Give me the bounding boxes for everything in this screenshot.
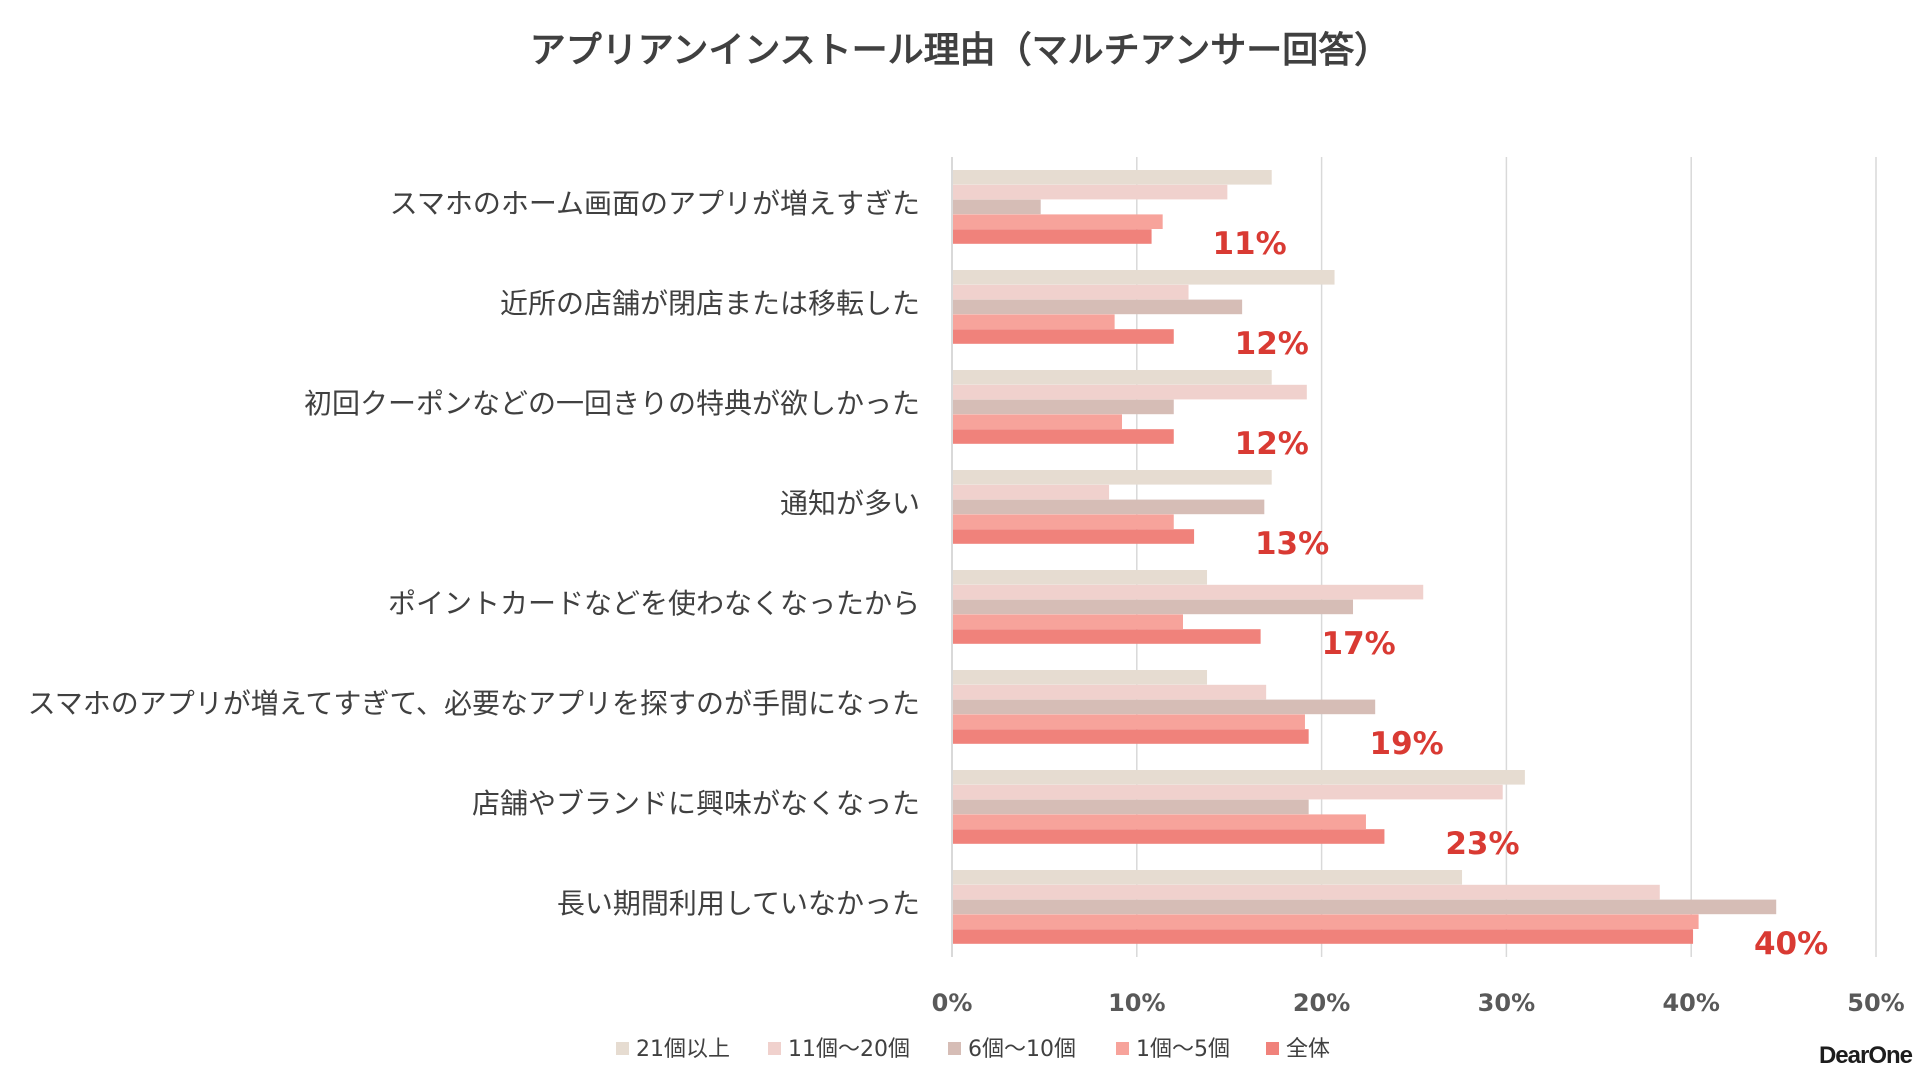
bar-4-5 bbox=[952, 614, 1183, 629]
logo: DearOne bbox=[1819, 1042, 1912, 1070]
data-label: 13% bbox=[1255, 526, 1329, 562]
legend-swatch bbox=[768, 1042, 781, 1055]
legend-swatch bbox=[948, 1042, 961, 1055]
bar-5-3 bbox=[952, 429, 1174, 444]
bar-1-6 bbox=[952, 670, 1207, 685]
bar-1-3 bbox=[952, 370, 1272, 385]
bar-5-1 bbox=[952, 229, 1152, 244]
bar-5-4 bbox=[952, 529, 1194, 544]
x-tick-label: 10% bbox=[1108, 989, 1165, 1017]
bar-2-5 bbox=[952, 585, 1423, 600]
x-tick-label: 30% bbox=[1478, 989, 1535, 1017]
category-label: 通知が多い bbox=[780, 487, 920, 520]
x-tick-label: 20% bbox=[1293, 989, 1350, 1017]
bar-5-8 bbox=[952, 929, 1693, 944]
bar-3-6 bbox=[952, 700, 1375, 715]
bar-4-4 bbox=[952, 514, 1174, 529]
bar-1-2 bbox=[952, 270, 1335, 285]
bar-4-7 bbox=[952, 814, 1366, 829]
bar-1-5 bbox=[952, 570, 1207, 585]
data-label: 40% bbox=[1754, 926, 1828, 962]
bar-2-4 bbox=[952, 485, 1109, 500]
bar-1-8 bbox=[952, 870, 1462, 885]
bar-4-2 bbox=[952, 314, 1115, 329]
category-label: スマホのアプリが増えてすぎて、必要なアプリを探すのが手間になった bbox=[28, 687, 920, 720]
category-label: 初回クーポンなどの一回きりの特典が欲しかった bbox=[304, 387, 920, 420]
bar-3-5 bbox=[952, 600, 1353, 615]
x-tick-label: 0% bbox=[932, 989, 973, 1017]
bar-2-6 bbox=[952, 685, 1266, 700]
bar-1-4 bbox=[952, 470, 1272, 485]
bar-2-2 bbox=[952, 285, 1189, 300]
legend-label: 1個～5個 bbox=[1136, 1037, 1230, 1062]
data-label: 11% bbox=[1212, 226, 1286, 262]
bar-2-8 bbox=[952, 885, 1660, 900]
bar-3-2 bbox=[952, 300, 1242, 315]
bar-1-7 bbox=[952, 770, 1525, 785]
category-label: 店舗やブランドに興味がなくなった bbox=[472, 787, 920, 820]
legend-swatch bbox=[1266, 1042, 1279, 1055]
data-label: 17% bbox=[1322, 626, 1396, 662]
data-label: 12% bbox=[1235, 326, 1309, 362]
bar-3-3 bbox=[952, 400, 1174, 415]
category-label: ポイントカードなどを使わなくなったから bbox=[388, 587, 920, 620]
legend-label: 11個～20個 bbox=[788, 1037, 910, 1062]
bar-5-7 bbox=[952, 829, 1384, 844]
data-label: 12% bbox=[1235, 426, 1309, 462]
legend-label: 21個以上 bbox=[636, 1037, 730, 1062]
bar-3-8 bbox=[952, 900, 1776, 915]
bar-1-1 bbox=[952, 170, 1272, 185]
bar-4-1 bbox=[952, 214, 1163, 229]
bar-2-7 bbox=[952, 785, 1503, 800]
bar-3-7 bbox=[952, 800, 1309, 815]
bar-5-2 bbox=[952, 329, 1174, 344]
bar-3-1 bbox=[952, 200, 1041, 215]
x-tick-label: 40% bbox=[1662, 989, 1719, 1017]
bar-4-6 bbox=[952, 714, 1305, 729]
bar-4-8 bbox=[952, 914, 1699, 929]
bar-4-3 bbox=[952, 414, 1122, 429]
x-tick-label: 50% bbox=[1847, 989, 1904, 1017]
category-label: 長い期間利用していなかった bbox=[557, 887, 920, 920]
data-label: 23% bbox=[1445, 826, 1519, 862]
legend-swatch bbox=[1116, 1042, 1129, 1055]
data-label: 19% bbox=[1370, 726, 1444, 762]
category-label: 近所の店舗が閉店または移転した bbox=[500, 287, 920, 320]
chart-title: アプリアンインストール理由（マルチアンサー回答） bbox=[530, 30, 1390, 71]
bar-3-4 bbox=[952, 500, 1264, 515]
bar-5-5 bbox=[952, 629, 1261, 644]
legend-label: 6個～10個 bbox=[968, 1037, 1076, 1062]
legend-label: 全体 bbox=[1286, 1037, 1330, 1062]
legend-swatch bbox=[616, 1042, 629, 1055]
category-label: スマホのホーム画面のアプリが増えすぎた bbox=[390, 187, 920, 220]
bar-2-1 bbox=[952, 185, 1227, 200]
bar-2-3 bbox=[952, 385, 1307, 400]
bar-5-6 bbox=[952, 729, 1309, 744]
